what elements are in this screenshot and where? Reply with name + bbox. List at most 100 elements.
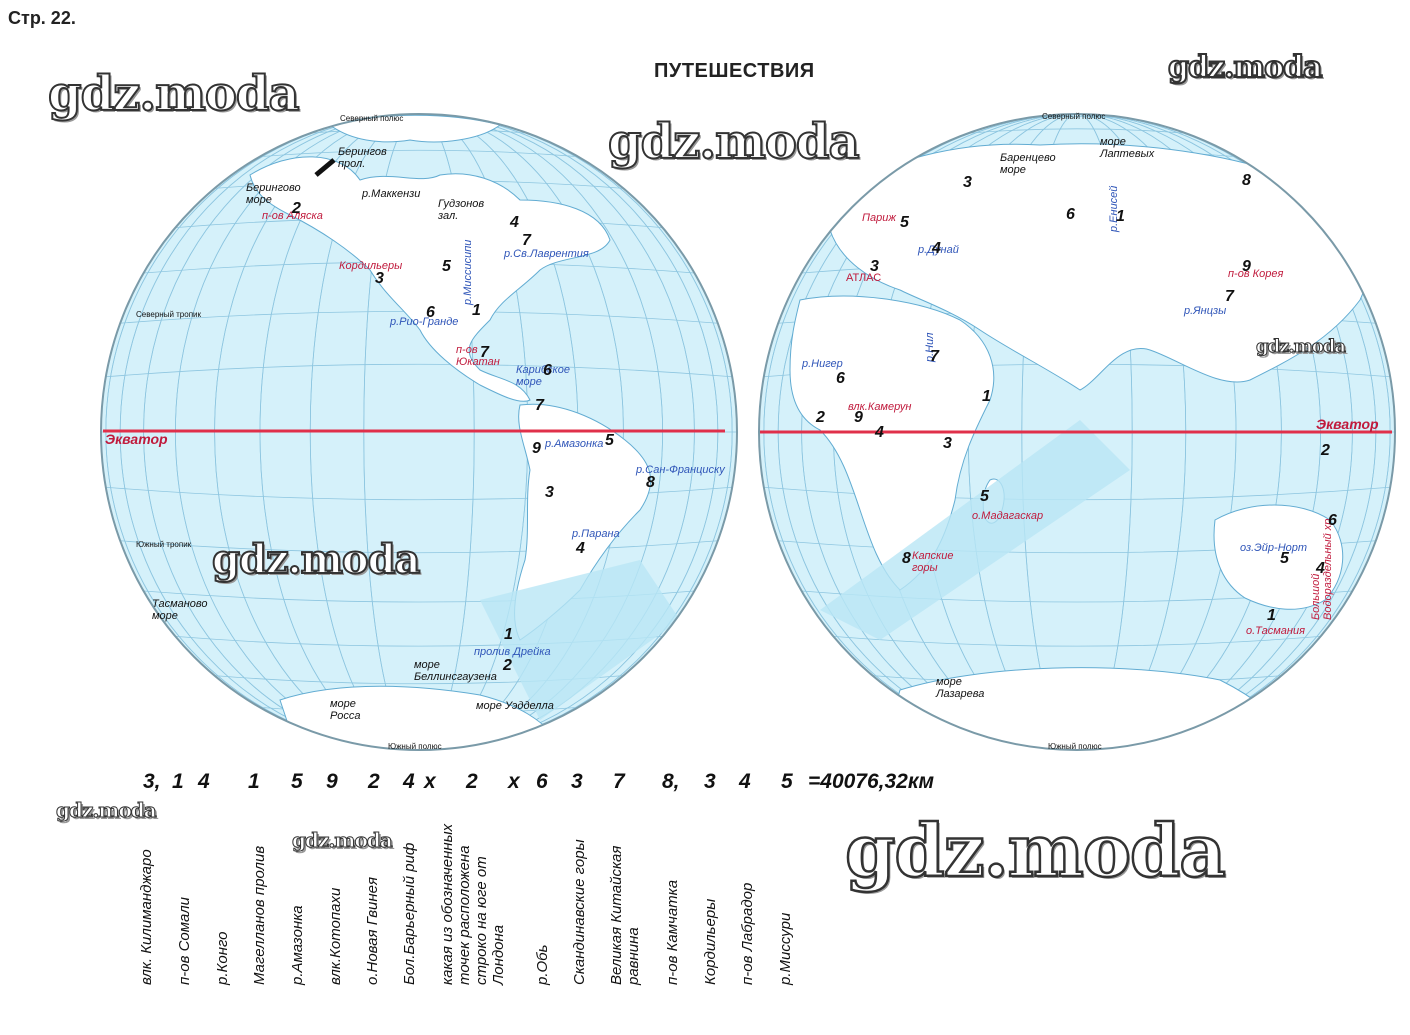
east-num: 3 xyxy=(870,258,879,275)
west-num: 6 xyxy=(426,304,435,321)
page-title: ПУТЕШЕСТВИЯ xyxy=(654,60,815,82)
answer-item: 6 xyxy=(536,770,548,793)
column-label: влк.Котопахи xyxy=(327,887,344,985)
column-label: влк. Килиманджаро xyxy=(138,849,155,985)
label-bering-sea: Берингово море xyxy=(246,182,301,206)
label-st-lawrence: р.Св.Лаврентия xyxy=(504,248,589,260)
label-cape-mts: Капские горы xyxy=(912,550,954,574)
east-num: 4 xyxy=(932,240,941,257)
west-num: 1 xyxy=(504,626,513,643)
east-num: 4 xyxy=(875,424,884,441)
east-num: 1 xyxy=(982,388,991,405)
west-tropic-south: Южный тропик xyxy=(136,540,192,549)
label-yucatan: п-ов Юкатан xyxy=(456,344,500,368)
label-yangtze: р.Янцзы xyxy=(1184,305,1227,317)
east-south-pole-label: Южный полюс xyxy=(1048,742,1102,751)
column-label: п-ов Лабрадор xyxy=(739,882,756,985)
label-caribbean: Карибское море xyxy=(516,364,570,388)
label-atlas: АТЛАС xyxy=(846,272,882,284)
column-label: о.Новая Гвинея xyxy=(364,877,381,985)
answer-item: 9 xyxy=(326,770,338,793)
route-band-west xyxy=(480,560,680,720)
answer-item: 2 xyxy=(368,770,380,793)
east-num: 9 xyxy=(854,409,863,426)
column-label: р.Амазонка xyxy=(289,905,306,985)
east-num: 6 xyxy=(1066,206,1075,223)
column-label: р.Миссури xyxy=(777,912,794,985)
north-america-landmass xyxy=(249,156,611,402)
east-num: 9 xyxy=(1242,258,1251,275)
west-num: 4 xyxy=(576,540,585,557)
answer-item: 1 xyxy=(248,770,260,793)
answer-item: 2 xyxy=(466,770,478,793)
answer-item: x xyxy=(424,770,436,793)
australia-landmass xyxy=(1213,504,1344,610)
east-num: 1 xyxy=(1267,607,1276,624)
east-num: 4 xyxy=(1316,560,1325,577)
east-north-pole-label: Северный полюс xyxy=(1042,112,1106,121)
watermark-australia: gdz.moda xyxy=(1256,336,1347,358)
east-num: 1 xyxy=(1116,208,1125,225)
east-equator-label: Экватор xyxy=(1316,416,1379,432)
column-label: Бол.Барьерный риф xyxy=(401,842,418,985)
label-hudson: Гудзонов зал. xyxy=(438,198,485,222)
east-num: 6 xyxy=(1328,512,1337,529)
label-paris: Париж xyxy=(862,212,896,224)
answer-item: 3 xyxy=(704,770,716,793)
label-niger: р.Нигер xyxy=(802,358,843,370)
east-num: 5 xyxy=(980,488,989,505)
route-band-east xyxy=(820,420,1130,640)
label-mackenzie: р.Маккензи xyxy=(362,188,421,200)
label-amazon: р.Амазонка xyxy=(545,438,604,450)
label-korea: п-ов Корея xyxy=(1228,268,1284,280)
east-hemisphere xyxy=(759,114,1395,750)
west-num: 2 xyxy=(503,657,512,674)
west-south-pole-label: Южный полюс xyxy=(388,742,442,751)
label-alaska: п-ов Аляска xyxy=(262,210,323,222)
page-number: Стр. 22. xyxy=(8,8,76,28)
west-num: 6 xyxy=(543,362,552,379)
label-cordillera: Кордильеры xyxy=(339,260,403,272)
west-num: 3 xyxy=(545,484,554,501)
label-drake: пролив Дрейка xyxy=(474,646,551,658)
east-num: 2 xyxy=(816,409,825,426)
label-bellingshausen: море Беллинсгаузена xyxy=(414,659,497,683)
answer-item: 3 xyxy=(571,770,583,793)
label-barents: Баренцево море xyxy=(1000,152,1056,176)
parallel-line xyxy=(968,128,1186,134)
watermark-top-left: gdz.moda xyxy=(47,65,301,123)
west-num: 9 xyxy=(532,440,541,457)
answer-item: 3, xyxy=(143,770,161,793)
column-label: Кордильеры xyxy=(702,898,719,985)
west-num: 7 xyxy=(535,397,544,414)
column-label: р.Обь xyxy=(534,944,551,985)
west-num: 3 xyxy=(375,270,384,287)
answer-item: 5 xyxy=(781,770,793,793)
label-tasmania: о.Тасмания xyxy=(1246,625,1305,637)
answer-item: 8, xyxy=(662,770,680,793)
parallel-line xyxy=(120,540,718,554)
column-label: п-ов Камчатка xyxy=(664,879,681,985)
watermark-bottom-mid: gdz.moda xyxy=(292,828,394,853)
label-bering-strait: Берингов прол. xyxy=(338,146,387,170)
label-madagascar: о.Мадагаскар xyxy=(972,510,1044,522)
column-label: р.Конго xyxy=(214,931,231,985)
east-num: 2 xyxy=(1321,442,1330,459)
watermark-top-right: gdz.moda xyxy=(1167,49,1324,86)
label-ross: море Росса xyxy=(330,698,361,722)
east-num: 3 xyxy=(963,174,972,191)
label-rio-grande: р.Рио-Гранде xyxy=(390,316,459,328)
label-sao-francisco: р.Сан-Франциску xyxy=(636,464,725,476)
parallel-line xyxy=(105,363,733,378)
answer-item: 7 xyxy=(613,770,625,793)
answer-item: 4 xyxy=(198,770,210,793)
answer-item: 4 xyxy=(739,770,751,793)
column-label: Великая Китайская равнина xyxy=(608,845,642,985)
answer-item: x xyxy=(508,770,520,793)
column-label: п-ов Сомали xyxy=(176,896,193,985)
west-num: 2 xyxy=(292,200,301,217)
watermark-top-center: gdz.moda xyxy=(607,113,861,171)
west-equator-label: Экватор xyxy=(105,431,168,447)
label-danube: р.Дунай xyxy=(918,244,959,256)
